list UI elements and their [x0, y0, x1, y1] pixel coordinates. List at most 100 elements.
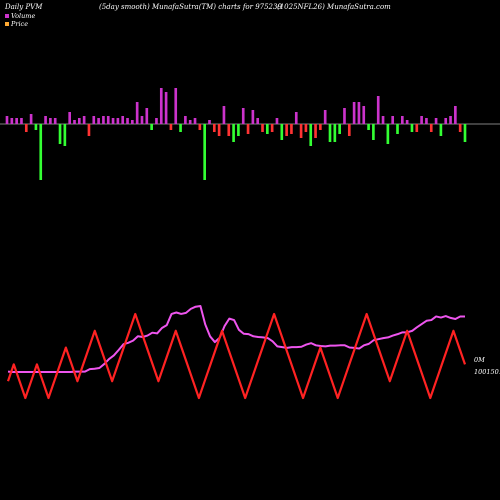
volume-bar — [376, 96, 380, 124]
price-line-label: 100150.7 — [474, 368, 500, 376]
volume-bar — [140, 116, 144, 124]
volume-bar — [386, 124, 390, 144]
volume-bar — [131, 120, 134, 124]
volume-bar — [232, 124, 235, 142]
volume-bar — [333, 124, 337, 142]
volume-bar — [362, 106, 366, 124]
legend-price-label: Price — [11, 20, 29, 28]
legend-price: Price — [5, 20, 28, 28]
volume-bar — [237, 124, 240, 136]
volume-bar — [193, 118, 197, 124]
volume-bar — [106, 116, 110, 124]
volume-bar — [135, 102, 139, 124]
volume-bar — [39, 124, 43, 180]
volume-bar — [352, 102, 356, 124]
volume-bar — [217, 124, 221, 136]
volume-bar — [444, 118, 448, 124]
header-title: (5day smooth) MunafaSutra(TM) charts for… — [99, 3, 282, 11]
volume-bar — [184, 116, 187, 124]
header-left: Daily PVM — [5, 3, 43, 11]
volume-bar — [97, 118, 100, 124]
volume-bar — [454, 106, 457, 124]
volume-line — [7, 305, 465, 373]
volume-bar — [212, 124, 216, 132]
volume-bar — [241, 108, 245, 124]
volume-bar — [372, 124, 375, 140]
volume-bar — [425, 118, 428, 124]
volume-bar — [347, 124, 351, 136]
volume-bar — [20, 118, 23, 124]
volume-bar — [73, 120, 76, 124]
volume-bar — [275, 118, 279, 124]
volume-bar — [285, 124, 288, 136]
volume-bar — [111, 118, 115, 124]
volume-bar — [319, 124, 322, 130]
legend-price-swatch — [5, 22, 9, 26]
volume-bar — [299, 124, 303, 138]
volume-bar — [159, 88, 163, 124]
volume-bar — [304, 124, 308, 132]
volume-bar — [5, 116, 9, 124]
volume-bar — [439, 124, 443, 136]
volume-bar — [415, 124, 419, 132]
volume-bar — [246, 124, 250, 134]
volume-bar — [420, 116, 423, 124]
volume-bar — [87, 124, 91, 136]
volume-bar — [410, 124, 414, 132]
volume-bar — [367, 124, 370, 130]
volume-bar — [150, 124, 153, 130]
volume-bar — [34, 124, 38, 130]
volume-bar — [145, 108, 149, 124]
volume-bar — [309, 124, 313, 146]
volume-bar — [323, 110, 327, 124]
volume-bar — [266, 124, 269, 134]
volume-bar — [314, 124, 317, 138]
volume-bar — [381, 116, 385, 124]
volume-bar — [208, 120, 211, 124]
volume-bar — [328, 124, 332, 142]
legend-volume: Volume — [5, 12, 35, 20]
volume-bar — [49, 118, 52, 124]
volume-bar — [280, 124, 284, 140]
header-right: (1025NFL26) MunafaSutra.com — [277, 3, 391, 11]
volume-bar — [449, 116, 452, 124]
volume-bar — [10, 118, 14, 124]
volume-bar — [63, 124, 67, 146]
volume-bar — [256, 118, 260, 124]
volume-line-label: 0M — [474, 356, 485, 364]
volume-bar — [102, 116, 105, 124]
volume-bar — [188, 120, 192, 124]
legend-volume-label: Volume — [11, 12, 36, 20]
volume-bar — [294, 112, 298, 124]
price-line — [6, 312, 467, 400]
volume-bar — [203, 124, 206, 180]
volume-bar — [174, 88, 178, 124]
volume-bar — [58, 124, 62, 144]
volume-bar — [261, 124, 264, 132]
volume-bar — [270, 124, 274, 132]
volume-bar — [24, 124, 28, 132]
volume-bar — [179, 124, 182, 132]
volume-bar — [458, 124, 462, 132]
volume-bar — [92, 116, 96, 124]
volume-bar — [155, 118, 158, 124]
volume-bar — [343, 108, 346, 124]
volume-bar — [222, 106, 226, 124]
volume-bar — [463, 124, 467, 142]
volume-bar — [164, 92, 168, 124]
volume-bar — [29, 114, 33, 124]
volume-bar — [77, 118, 81, 124]
volume-bar — [391, 116, 395, 124]
volume-bar — [401, 116, 404, 124]
volume-bar — [227, 124, 231, 136]
volume-bar — [405, 120, 409, 124]
volume-bar — [121, 116, 125, 124]
volume-bar — [357, 102, 361, 124]
legend-volume-swatch — [5, 14, 9, 18]
volume-bar — [434, 118, 438, 124]
volume-bar — [290, 124, 293, 134]
volume-bar — [44, 116, 47, 124]
volume-bar — [15, 118, 18, 124]
volume-bar — [429, 124, 433, 132]
